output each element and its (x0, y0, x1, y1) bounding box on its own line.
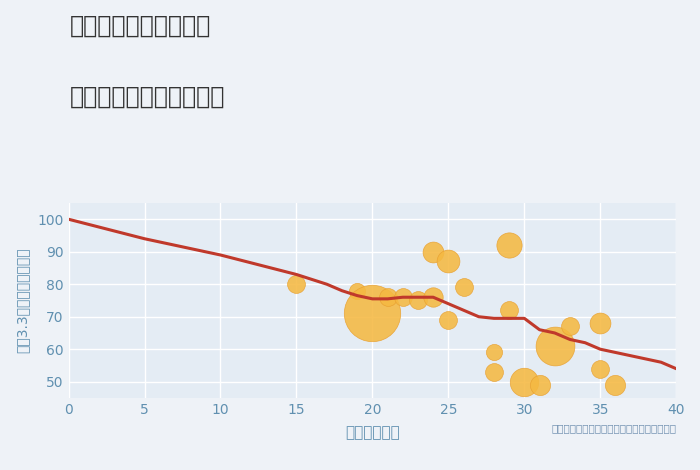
X-axis label: 築年数（年）: 築年数（年） (345, 425, 400, 440)
Point (595, 320, 606, 327)
Point (489, 368, 500, 376)
Point (595, 365, 606, 372)
Point (458, 284, 469, 291)
Point (367, 310, 378, 317)
Point (428, 293, 439, 301)
Text: 円の大きさは、取引のあった物件面積を示す: 円の大きさは、取引のあった物件面積を示す (552, 423, 676, 433)
Point (534, 381, 545, 389)
Point (428, 248, 439, 256)
Point (443, 258, 454, 265)
Point (443, 316, 454, 324)
Text: 奈良県生駒市真弓南の: 奈良県生駒市真弓南の (70, 14, 211, 38)
Point (549, 342, 560, 350)
Point (412, 297, 423, 304)
Point (519, 378, 530, 385)
Point (382, 293, 393, 301)
Point (397, 293, 408, 301)
Point (610, 381, 621, 389)
Point (503, 306, 514, 314)
Y-axis label: 坪（3.3㎡）単価（万円）: 坪（3.3㎡）単価（万円） (15, 248, 29, 353)
Point (489, 349, 500, 356)
Point (503, 242, 514, 249)
Point (351, 287, 363, 295)
Point (290, 281, 302, 288)
Point (564, 323, 575, 330)
Text: 築年数別中古戸建て価格: 築年数別中古戸建て価格 (70, 85, 225, 109)
